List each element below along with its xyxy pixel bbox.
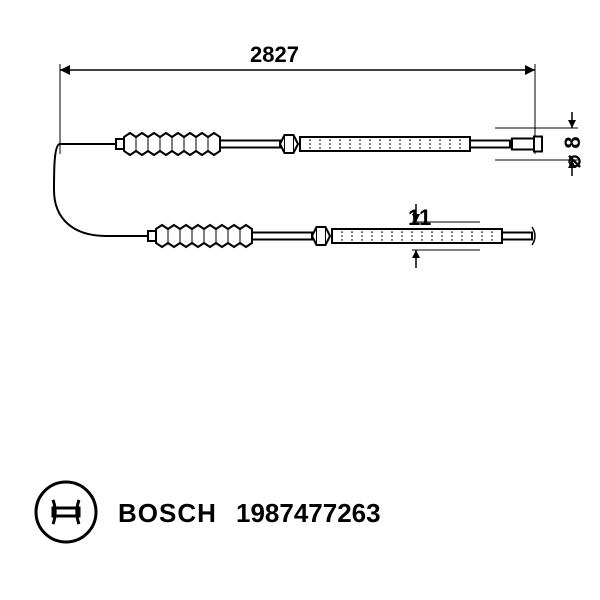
dim-height-label: 11 [408, 205, 431, 231]
diagram-canvas: 2827 11 ⌀ 8 BOSCH 1987477263 [0, 0, 600, 600]
part-number: 1987477263 [236, 498, 381, 529]
dim-diameter-label: ⌀ 8 [560, 136, 586, 168]
dim-length-label: 2827 [250, 42, 299, 68]
brand-name: BOSCH [118, 498, 217, 529]
